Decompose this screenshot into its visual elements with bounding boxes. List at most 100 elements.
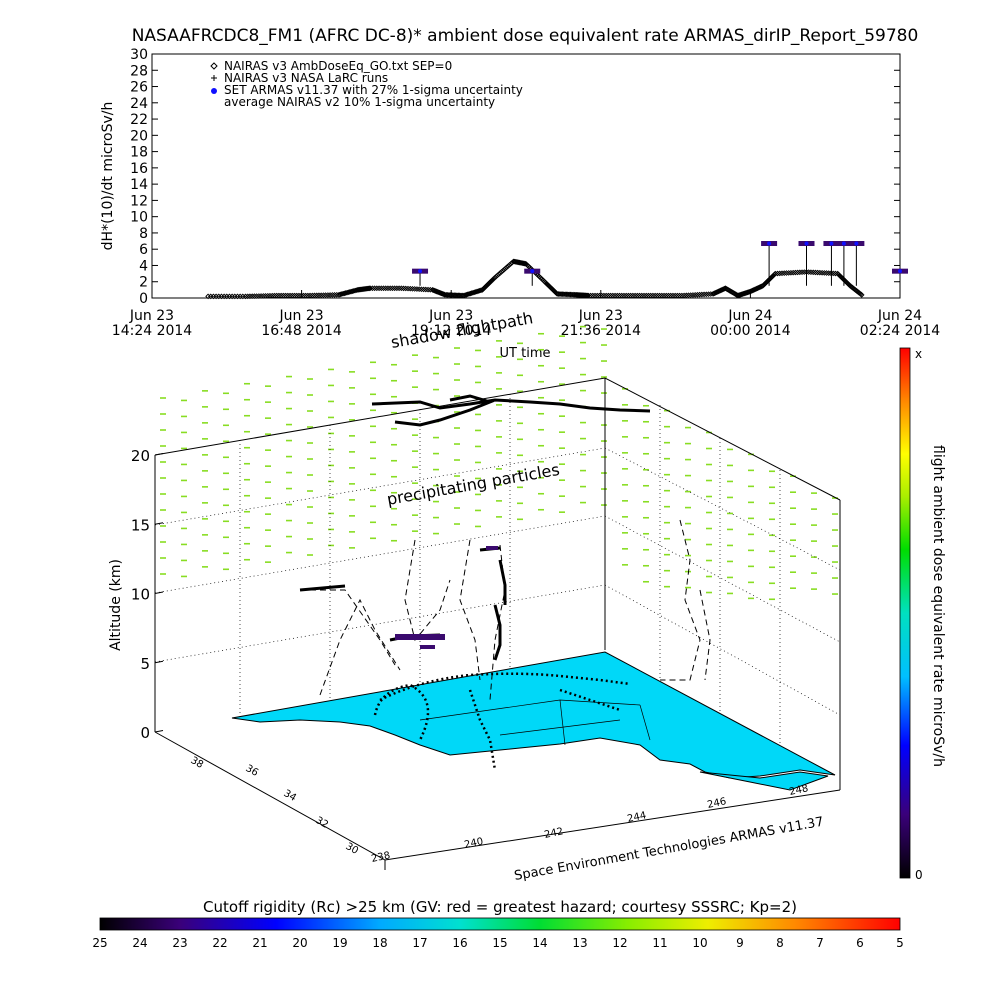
nairas-point (374, 285, 380, 292)
nairas-point (703, 291, 710, 298)
nairas-point (589, 292, 596, 299)
nairas-point (260, 293, 267, 299)
nairas-point (625, 292, 632, 299)
nairas-point (774, 270, 781, 277)
nairas-point (630, 292, 636, 299)
lon-tick-label: 238 (370, 850, 391, 865)
nairas-point (796, 269, 803, 276)
x-axis-label: UT time (500, 346, 551, 361)
y-axis-label: dH*(10)/dt microSv/h (100, 102, 116, 251)
rigidity-tick-label: 10 (692, 936, 707, 950)
ocean-region (231, 651, 836, 779)
nairas-point (521, 260, 528, 267)
box-grid (154, 394, 841, 752)
nairas-point (772, 270, 779, 277)
rigidity-tick-label: 8 (776, 936, 784, 950)
nairas-point (316, 292, 322, 299)
armas-3d-points (395, 546, 498, 649)
nairas-point (674, 292, 681, 299)
rigidity-tick-label: 19 (332, 936, 347, 950)
rigidity-tick-label: 7 (816, 936, 824, 950)
credit-label: Space Environment Technologies ARMAS v11… (513, 815, 825, 884)
nairas-point (309, 292, 316, 299)
nairas-point (781, 270, 788, 276)
legend-label: average NAIRAS v2 10% 1-sigma uncertaint… (224, 95, 495, 109)
nairas-point (583, 292, 590, 299)
lat-tick-label: 38 (189, 755, 206, 771)
x-tick-label: 21:36 2014 (561, 323, 642, 339)
nairas-point (467, 290, 474, 297)
precipitating-particles-label: precipitating particles (385, 460, 561, 509)
nairas-point (396, 285, 402, 292)
nairas-point (296, 292, 302, 299)
rigidity-tick-label: 5 (896, 936, 904, 950)
x-tick-label: 19:12 2014 (411, 323, 492, 339)
nairas-point (466, 291, 472, 297)
nairas-point (341, 290, 348, 297)
nairas-point (645, 292, 652, 299)
nairas-point (801, 269, 808, 275)
nairas-point (367, 285, 374, 292)
nairas-point (337, 291, 344, 298)
nairas-point (799, 269, 805, 276)
nairas-point (249, 293, 256, 300)
lon-tick-label: 246 (706, 796, 727, 811)
nairas-point (371, 285, 378, 292)
nairas-point (478, 287, 484, 294)
nairas-point (253, 293, 260, 299)
nairas-point (267, 292, 273, 299)
nairas-point (284, 292, 291, 299)
z-tick-mark (154, 660, 164, 664)
nairas-point (336, 291, 342, 298)
figure-title: NASAAFRCDC8_FM1 (AFRC DC-8)* ambient dos… (132, 26, 919, 46)
z-tick-label: 5 (140, 655, 150, 673)
x-tick-label: 02:24 2014 (860, 323, 941, 339)
nairas-point (269, 292, 276, 299)
lat-tick-label: 34 (282, 788, 299, 804)
nairas-point (616, 292, 623, 299)
legend-label: NAIRAS v3 AmbDoseEq_GO.txt SEP=0 (224, 59, 452, 73)
nairas-point (705, 291, 712, 298)
nairas-point (667, 292, 674, 299)
rigidity-tick-label: 12 (612, 936, 627, 950)
nairas-point (327, 292, 333, 298)
z-tick-label: 0 (140, 724, 150, 742)
dose-colorbar-bottom-label: 0 (915, 868, 923, 882)
nairas-point (656, 292, 663, 299)
y-tick-label: 24 (130, 96, 148, 112)
nairas-point (692, 292, 699, 298)
nairas-point (685, 292, 692, 299)
legend-blue-dot-symbol (211, 88, 217, 94)
z-tick-label: 20 (131, 447, 150, 465)
y-tick-label: 8 (139, 226, 148, 242)
nairas-point (690, 292, 696, 298)
x-tick-label: Jun 23 (578, 308, 623, 324)
precipitating-particles-field (160, 325, 838, 601)
nairas-point (779, 270, 785, 277)
nairas-point (394, 285, 400, 292)
nairas-point (365, 285, 372, 292)
x-tick-label: Jun 23 (129, 308, 174, 324)
nairas-point (670, 292, 676, 299)
nairas-point (776, 270, 783, 277)
nairas-point (463, 291, 470, 298)
nairas-point (460, 292, 467, 299)
nairas-point (661, 292, 667, 299)
y-tick-label: 12 (130, 193, 148, 209)
nairas-point (472, 289, 479, 295)
nairas-point (346, 289, 353, 295)
armas-point-center (854, 241, 859, 246)
nairas-point (369, 285, 376, 292)
lat-tick-label: 30 (344, 841, 361, 857)
nairas-point (287, 292, 293, 299)
nairas-point (794, 269, 801, 276)
nairas-point (858, 292, 865, 298)
legend-plus-symbol (211, 75, 217, 81)
nairas-point (244, 293, 251, 300)
nairas-point (264, 292, 271, 299)
nairas-point (618, 292, 625, 299)
x-tick-label: 14:24 2014 (112, 323, 193, 339)
flight-altitude-segments (299, 546, 507, 661)
nairas-point (256, 293, 262, 299)
